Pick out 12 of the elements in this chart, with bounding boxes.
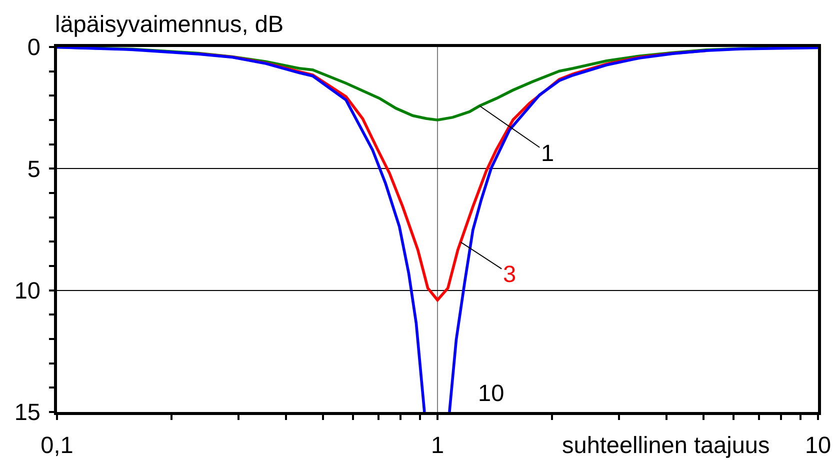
- x-tick-label: 1: [430, 432, 444, 458]
- y-tick-label: 10: [14, 278, 40, 304]
- y-tick-label: 15: [14, 399, 40, 426]
- y-tick-label: 5: [27, 156, 40, 182]
- x-tick-label: 10: [804, 432, 832, 458]
- series-label: 3: [503, 261, 516, 287]
- x-tick-label: 0,1: [40, 432, 74, 458]
- text: 1: [541, 140, 554, 166]
- series-label: 10: [478, 380, 504, 406]
- x-axis-title: suhteellinen taajuus: [562, 432, 770, 458]
- y-tick-label: 0: [27, 34, 40, 60]
- y-axis-title: läpäisyvaimennus, dB: [55, 11, 284, 37]
